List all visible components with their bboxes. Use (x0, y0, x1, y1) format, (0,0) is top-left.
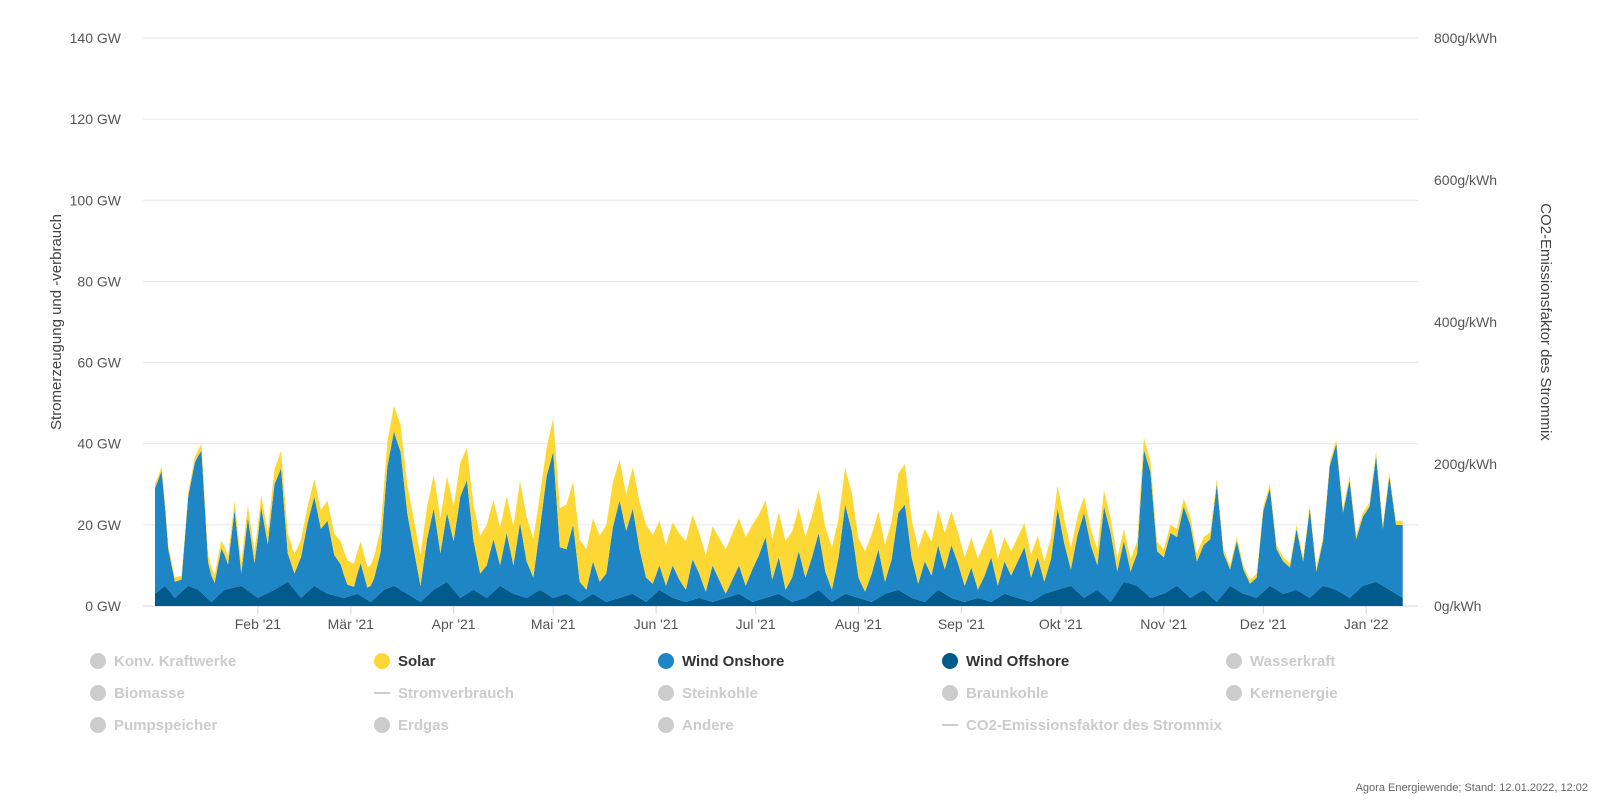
legend-label: Pumpspeicher (114, 716, 218, 734)
legend-item-solar[interactable]: Solar (374, 650, 658, 672)
legend-label: CO2-Emissionsfaktor des Strommix (966, 716, 1222, 734)
x-axis: Feb '21 Mär '21 Apr '21 Mai '21 Jun '21 Jul '… (235, 606, 1389, 632)
left-tick-label: 100 GW (70, 192, 122, 208)
legend-dot-symbol (90, 685, 106, 701)
legend-label: Konv. Kraftwerke (114, 652, 237, 670)
right-axis-title: CO2-Emissionsfaktor des Strommix (1537, 203, 1554, 441)
legend-item-wind-onshore[interactable]: Wind Onshore (658, 650, 942, 672)
gridlines (143, 37, 1418, 607)
legend-label: Solar (398, 652, 436, 670)
legend-label: Wasserkraft (1250, 652, 1336, 670)
right-tick-label: 600g/kWh (1434, 172, 1497, 188)
legend-label: Erdgas (398, 716, 449, 734)
x-tick-label: Apr '21 (432, 616, 476, 632)
legend-label: Steinkohle (682, 684, 758, 702)
x-tick-label: Jun '21 (634, 616, 679, 632)
legend-label: Kernenergie (1250, 684, 1338, 702)
legend-label: Braunkohle (966, 684, 1049, 702)
right-tick-label: 800g/kWh (1434, 30, 1497, 46)
legend-label: Wind Offshore (966, 652, 1070, 670)
legend-item-co2-emissionsfaktor-des-strommix[interactable]: CO2-Emissionsfaktor des Strommix (942, 714, 1226, 736)
legend-dot-symbol (374, 717, 390, 733)
legend-item-pumpspeicher[interactable]: Pumpspeicher (90, 714, 374, 736)
area-solar[interactable] (155, 405, 1403, 594)
legend-label: Stromverbrauch (398, 684, 514, 702)
x-tick-label: Jan '22 (1344, 616, 1389, 632)
x-tick-label: Dez '21 (1240, 616, 1287, 632)
legend-item-konv-kraftwerke[interactable]: Konv. Kraftwerke (90, 650, 374, 672)
left-tick-label: 40 GW (77, 436, 121, 452)
legend: Konv. Kraftwerke Solar Wind Onshore Wind Of… (90, 650, 1510, 736)
area-wind-onshore[interactable] (155, 431, 1403, 602)
left-tick-label: 120 GW (70, 111, 122, 127)
right-tick-label: 200g/kWh (1434, 456, 1497, 472)
energy-chart: 0 GW 20 GW 40 GW 60 GW 80 GW 100 GW 120 GW 140 … (48, 30, 1554, 632)
legend-dot-symbol (90, 653, 106, 669)
right-tick-label: 400g/kWh (1434, 314, 1497, 330)
legend-item-stromverbrauch[interactable]: Stromverbrauch (374, 682, 658, 704)
area-wind-offshore[interactable] (155, 581, 1403, 606)
legend-item-braunkohle[interactable]: Braunkohle (942, 682, 1226, 704)
right-tick-label: 0g/kWh (1434, 598, 1481, 614)
legend-item-wasserkraft[interactable]: Wasserkraft (1226, 650, 1510, 672)
left-tick-label: 140 GW (70, 30, 122, 46)
left-axis: 0 GW 20 GW 40 GW 60 GW 80 GW 100 GW 120 GW 140 … (70, 30, 122, 614)
x-tick-label: Mai '21 (531, 616, 576, 632)
stacked-areas[interactable] (155, 405, 1403, 606)
x-tick-label: Sep '21 (938, 616, 985, 632)
legend-dot-symbol (658, 653, 674, 669)
legend-dot-symbol (1226, 653, 1242, 669)
x-tick-label: Mär '21 (328, 616, 374, 632)
legend-dot-symbol (942, 685, 958, 701)
x-tick-label: Feb '21 (235, 616, 281, 632)
x-tick-label: Nov '21 (1140, 616, 1187, 632)
legend-label: Biomasse (114, 684, 185, 702)
legend-line-symbol (942, 724, 958, 726)
legend-item-kernenergie[interactable]: Kernenergie (1226, 682, 1510, 704)
legend-dot-symbol (658, 685, 674, 701)
x-tick-label: Okt '21 (1039, 616, 1083, 632)
legend-label: Andere (682, 716, 734, 734)
credit-text: Agora Energiewende; Stand: 12.01.2022, 1… (1355, 782, 1588, 794)
legend-item-erdgas[interactable]: Erdgas (374, 714, 658, 736)
legend-item-wind-offshore[interactable]: Wind Offshore (942, 650, 1226, 672)
left-tick-label: 80 GW (77, 273, 121, 289)
right-axis: 0g/kWh 200g/kWh 400g/kWh 600g/kWh 800g/kWh (1434, 30, 1497, 614)
x-tick-label: Jul '21 (736, 616, 776, 632)
left-tick-label: 60 GW (77, 355, 121, 371)
legend-dot-symbol (90, 717, 106, 733)
legend-dot-symbol (374, 653, 390, 669)
left-tick-label: 20 GW (77, 517, 121, 533)
legend-line-symbol (374, 692, 390, 694)
legend-dot-symbol (942, 653, 958, 669)
legend-item-andere[interactable]: Andere (658, 714, 942, 736)
left-tick-label: 0 GW (85, 598, 122, 614)
left-axis-title: Stromerzeugung und -verbrauch (48, 214, 65, 430)
legend-dot-symbol (658, 717, 674, 733)
legend-item-biomasse[interactable]: Biomasse (90, 682, 374, 704)
legend-label: Wind Onshore (682, 652, 785, 670)
legend-item-steinkohle[interactable]: Steinkohle (658, 682, 942, 704)
x-tick-label: Aug '21 (835, 616, 882, 632)
legend-dot-symbol (1226, 685, 1242, 701)
